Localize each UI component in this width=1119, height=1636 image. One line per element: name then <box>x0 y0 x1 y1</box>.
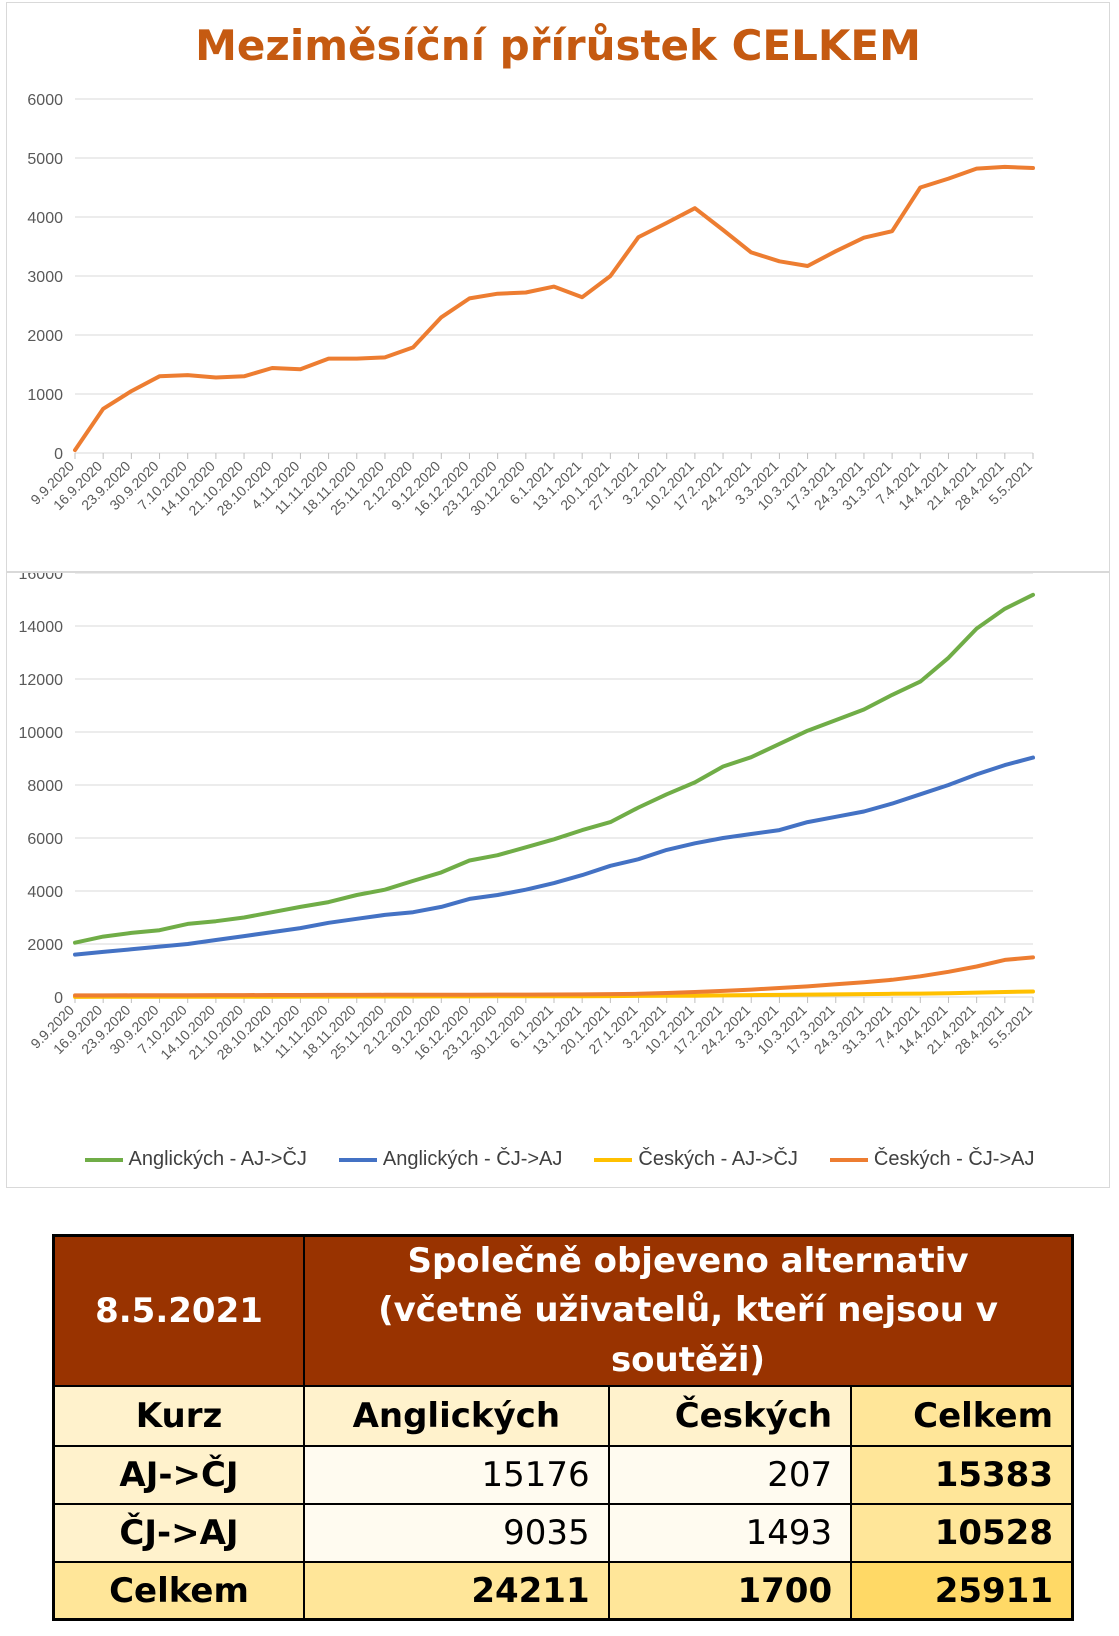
table-row-total: Celkem 24211 1700 25911 <box>52 1560 1074 1621</box>
chart-cumulative-plot: 02000400060008000100001200014000160009.9… <box>19 566 1036 1063</box>
cell-en: 24211 <box>303 1560 610 1621</box>
chart-monthly-increase-plot: 01000200030004000500060009.9.202016.9.20… <box>27 92 1035 519</box>
table-date: 8.5.2021 <box>52 1234 305 1387</box>
legend-swatch <box>84 1157 123 1162</box>
cell-total: 15383 <box>850 1444 1074 1505</box>
legend-label: Českých - ČJ->AJ <box>873 1148 1035 1170</box>
y-tick-label: 0 <box>54 990 63 1007</box>
y-tick-label: 16000 <box>19 573 64 583</box>
y-tick-label: 14000 <box>19 619 64 636</box>
legend-swatch <box>829 1157 868 1162</box>
col-header-total: Celkem <box>850 1384 1074 1447</box>
legend-item: Českých - ČJ->AJ <box>829 1148 1035 1171</box>
table-title: Společně objeveno alternativ (včetně uži… <box>303 1234 1074 1387</box>
chart-title: Meziměsíční přírůstek CELKEM <box>195 21 921 70</box>
y-tick-label: 6000 <box>27 831 63 848</box>
y-tick-label: 8000 <box>27 778 63 795</box>
chart-legend: Anglických - AJ->ČJ Anglických - ČJ->AJ … <box>0 1148 1119 1171</box>
col-header-en: Anglických <box>303 1384 610 1447</box>
legend-swatch <box>338 1157 377 1162</box>
legend-item: Českých - AJ->ČJ <box>594 1148 798 1171</box>
legend-swatch <box>594 1157 633 1162</box>
chart-monthly-increase: Meziměsíční přírůstek CELKEM 0 1000 2000 30… <box>6 2 1110 572</box>
legend-label: Anglických - ČJ->AJ <box>382 1148 563 1170</box>
table-row: AJ->ČJ 15176 207 15383 <box>52 1444 1074 1505</box>
cell-cz: 1700 <box>607 1560 853 1621</box>
row-label: AJ->ČJ <box>52 1444 305 1505</box>
table-row: ČJ->AJ 9035 1493 10528 <box>52 1502 1074 1563</box>
cell-cz: 207 <box>607 1444 853 1505</box>
col-header-cz: Českých <box>607 1384 853 1447</box>
y-tick-label: 10000 <box>19 725 64 742</box>
table-title-line2: (včetně uživatelů, kteří nejsou v soutěž… <box>378 1290 998 1380</box>
y-tick-label: 5000 <box>27 151 63 168</box>
y-tick-label: 0 <box>54 446 63 463</box>
y-tick-label: 4000 <box>27 884 63 901</box>
y-tick-label: 4000 <box>27 210 63 227</box>
y-tick-label: 1000 <box>27 387 63 404</box>
y-tick-label: 6000 <box>27 92 63 109</box>
cell-en: 15176 <box>303 1444 610 1505</box>
y-tick-label: 2000 <box>27 328 63 345</box>
row-label: ČJ->AJ <box>52 1502 305 1563</box>
y-tick-label: 2000 <box>27 937 63 954</box>
series-line <box>73 755 1035 957</box>
series-line <box>73 955 1035 998</box>
cell-cz: 1493 <box>607 1502 853 1563</box>
series-line <box>73 164 1035 453</box>
legend-label: Českých - AJ->ČJ <box>638 1148 798 1170</box>
summary-table: 8.5.2021 Společně objeveno alternativ (v… <box>52 1234 1074 1622</box>
table-title-line1: Společně objeveno alternativ <box>407 1241 969 1281</box>
cell-total: 10528 <box>850 1502 1074 1563</box>
table-column-headers: Kurz Anglických Českých Celkem <box>52 1384 1074 1447</box>
row-label: Celkem <box>52 1560 305 1621</box>
y-tick-label: 3000 <box>27 269 63 286</box>
legend-label: Anglických - AJ->ČJ <box>128 1148 307 1170</box>
legend-item: Anglických - ČJ->AJ <box>338 1148 563 1171</box>
chart-cumulative: 0 2000 4000 6000 8000 10000 12000 14000 16000 9.9… <box>6 566 1110 1188</box>
col-header-kurz: Kurz <box>52 1384 305 1447</box>
cell-total: 25911 <box>850 1560 1074 1621</box>
cell-en: 9035 <box>303 1502 610 1563</box>
table-header-row: 8.5.2021 Společně objeveno alternativ (v… <box>52 1234 1074 1387</box>
legend-item: Anglických - AJ->ČJ <box>84 1148 307 1171</box>
y-tick-label: 12000 <box>19 672 64 689</box>
